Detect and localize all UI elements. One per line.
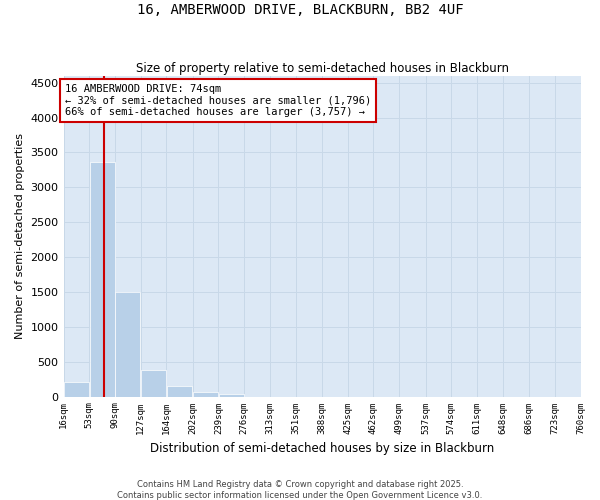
X-axis label: Distribution of semi-detached houses by size in Blackburn: Distribution of semi-detached houses by …	[150, 442, 494, 455]
Bar	[219, 394, 244, 396]
Bar	[89, 162, 115, 396]
Bar	[115, 292, 140, 397]
Bar	[141, 370, 166, 396]
Bar	[167, 386, 192, 396]
Bar	[64, 382, 89, 396]
Y-axis label: Number of semi-detached properties: Number of semi-detached properties	[15, 133, 25, 339]
Text: 16 AMBERWOOD DRIVE: 74sqm
← 32% of semi-detached houses are smaller (1,796)
66% : 16 AMBERWOOD DRIVE: 74sqm ← 32% of semi-…	[65, 84, 371, 117]
Bar	[193, 392, 218, 396]
Text: 16, AMBERWOOD DRIVE, BLACKBURN, BB2 4UF: 16, AMBERWOOD DRIVE, BLACKBURN, BB2 4UF	[137, 2, 463, 16]
Title: Size of property relative to semi-detached houses in Blackburn: Size of property relative to semi-detach…	[136, 62, 509, 74]
Text: Contains HM Land Registry data © Crown copyright and database right 2025.
Contai: Contains HM Land Registry data © Crown c…	[118, 480, 482, 500]
